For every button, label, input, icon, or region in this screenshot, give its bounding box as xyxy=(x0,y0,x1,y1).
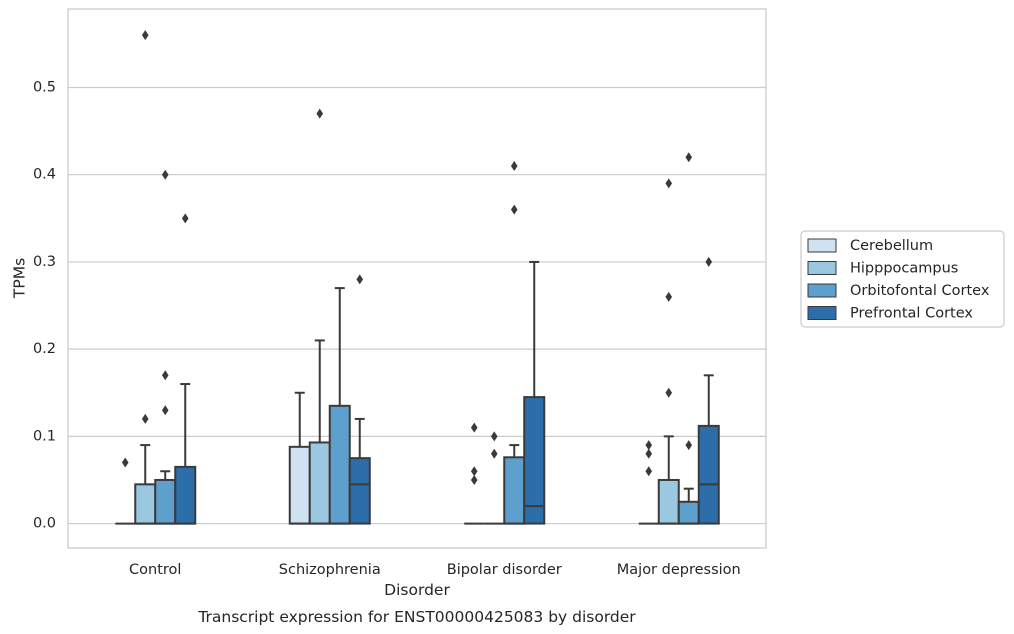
box-prefrontal-cortex xyxy=(174,213,197,525)
outlier-point xyxy=(510,160,518,171)
box-hipppocampus xyxy=(657,178,680,525)
legend-swatch xyxy=(807,283,837,298)
legend: Cerebellum Hipppocampus Orbitofontal Corte… xyxy=(800,230,1005,328)
box xyxy=(174,465,197,525)
legend-label: Hipppocampus xyxy=(850,261,958,277)
box-orbitofontal-cortex xyxy=(677,152,700,525)
x-tick-label: Major depression xyxy=(617,562,741,578)
outlier-point xyxy=(161,169,169,180)
y-tick-labels: 0.0 0.1 0.2 0.3 0.4 0.5 xyxy=(33,79,56,531)
box-prefrontal-cortex xyxy=(523,260,546,525)
outlier-point xyxy=(665,387,673,398)
box-cerebellum xyxy=(288,391,311,525)
box xyxy=(677,500,700,525)
box xyxy=(328,404,351,525)
x-tick-label: Control xyxy=(129,562,181,578)
outlier-point xyxy=(665,178,673,189)
outlier-point xyxy=(141,413,149,424)
legend-label: Prefrontal Cortex xyxy=(850,306,973,322)
box xyxy=(697,424,720,525)
box xyxy=(503,456,526,525)
x-tick-labels: Control Schizophrenia Bipolar disorder Majo… xyxy=(129,562,741,578)
legend-swatch xyxy=(807,238,837,253)
outlier-point xyxy=(181,213,189,224)
box-prefrontal-cortex xyxy=(697,256,720,525)
box xyxy=(348,457,371,525)
legend-swatch xyxy=(807,261,837,275)
box xyxy=(657,478,680,525)
y-tick-label: 0.2 xyxy=(33,341,56,357)
box xyxy=(134,483,157,525)
legend-label: Cerebellum xyxy=(850,238,933,254)
box-plots xyxy=(115,30,720,525)
box-hipppocampus xyxy=(134,30,157,525)
box-orbitofontal-cortex xyxy=(154,169,177,525)
y-tick-label: 0.5 xyxy=(33,79,56,95)
outlier-point xyxy=(685,440,693,451)
plot-frame xyxy=(67,8,767,549)
box-orbitofontal-cortex xyxy=(328,287,351,525)
box xyxy=(308,441,331,525)
y-tick-label: 0.0 xyxy=(33,516,56,532)
box xyxy=(288,445,311,525)
chart-caption: Transcript expression for ENST0000042508… xyxy=(197,608,636,626)
outlier-point xyxy=(121,457,129,468)
y-tick-label: 0.3 xyxy=(33,254,56,270)
outlier-point xyxy=(316,108,324,119)
outlier-point xyxy=(470,422,478,433)
x-tick-label: Schizophrenia xyxy=(279,562,381,578)
outlier-point xyxy=(645,440,653,451)
outlier-point xyxy=(161,370,169,381)
outlier-point xyxy=(510,204,518,215)
outlier-point xyxy=(470,466,478,477)
y-tick-label: 0.1 xyxy=(33,428,56,444)
legend-swatch xyxy=(807,306,837,320)
box xyxy=(154,478,177,525)
outlier-point xyxy=(490,448,498,459)
x-axis-label: Disorder xyxy=(384,581,450,599)
outlier-point xyxy=(356,274,364,285)
box-hipppocampus xyxy=(484,431,505,525)
box-cerebellum xyxy=(638,440,659,525)
box-hipppocampus xyxy=(308,108,331,525)
box xyxy=(523,396,546,525)
box-cerebellum xyxy=(464,422,485,525)
outlier-point xyxy=(490,431,498,442)
outlier-point xyxy=(685,152,693,163)
outlier-point xyxy=(161,405,169,416)
legend-label: Orbitofontal Cortex xyxy=(850,283,990,299)
box-prefrontal-cortex xyxy=(348,274,371,525)
outlier-point xyxy=(470,474,478,485)
legend-frame xyxy=(800,230,1005,328)
outlier-point xyxy=(645,466,653,477)
grid-lines xyxy=(68,86,766,525)
box-cerebellum xyxy=(115,457,136,525)
y-axis-label: TPMs xyxy=(11,258,29,299)
x-tick-label: Bipolar disorder xyxy=(447,562,562,578)
outlier-point xyxy=(665,291,673,302)
outlier-point xyxy=(141,30,149,41)
y-tick-label: 0.4 xyxy=(33,167,56,183)
outlier-point xyxy=(645,448,653,459)
box-orbitofontal-cortex xyxy=(503,160,526,525)
outlier-point xyxy=(705,256,713,267)
